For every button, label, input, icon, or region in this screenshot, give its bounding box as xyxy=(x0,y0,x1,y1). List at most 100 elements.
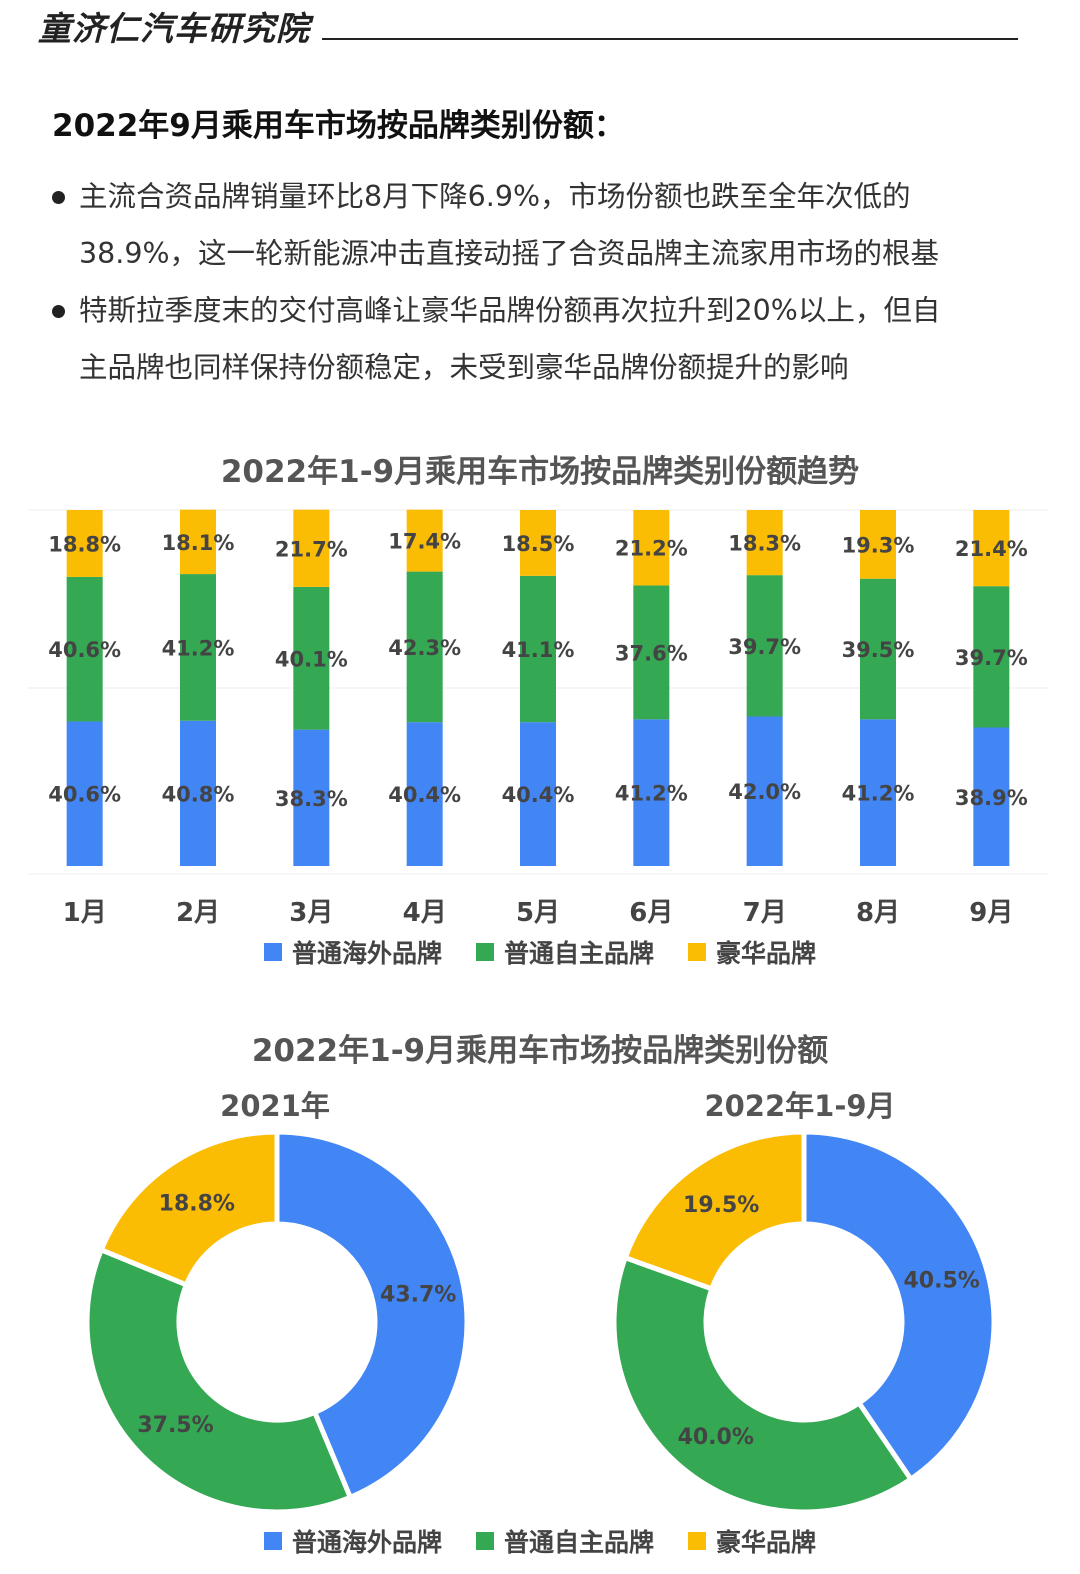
data-label: 41.1% xyxy=(502,638,575,662)
donut-slice xyxy=(274,1129,470,1501)
data-label: 41.2% xyxy=(162,636,235,660)
bullet-list: 主流合资品牌销量环比8月下降6.9%，市场份额也跌至全年次低的 38.9%，这一… xyxy=(52,168,1042,396)
bar-segment xyxy=(520,575,556,723)
donut-slice xyxy=(611,1254,915,1515)
data-label: 42.3% xyxy=(388,636,461,660)
x-tick-label: 9月 xyxy=(969,898,1013,928)
bullet-dot-icon xyxy=(52,191,65,204)
donut-charts: 43.7% 37.5% 18.8% 40.5% 40.0% 19.5% xyxy=(84,1129,997,1515)
donut-slice xyxy=(97,1129,280,1289)
legend-label: 豪华品牌 xyxy=(716,939,817,968)
data-label: 38.3% xyxy=(275,787,348,811)
legend-label: 普通自主品牌 xyxy=(503,939,654,968)
bar-segment xyxy=(860,578,896,720)
donut-slice xyxy=(622,1129,807,1293)
data-label: 38.9% xyxy=(955,786,1028,810)
data-label: 40.4% xyxy=(388,783,461,807)
bullet-item: 特斯拉季度末的交付高峰让豪华品牌份额再次拉升到20%以上，但自 主品牌也同样保持… xyxy=(52,282,1042,396)
bar-segment xyxy=(973,586,1010,728)
data-label: 39.7% xyxy=(955,646,1028,670)
legend-item: 豪华品牌 xyxy=(688,1523,816,1559)
slice-label: 43.7% xyxy=(380,1283,456,1308)
legend-swatch xyxy=(688,943,706,961)
slice-label: 40.5% xyxy=(903,1269,979,1294)
x-tick-label: 6月 xyxy=(629,898,673,928)
bar-segment xyxy=(860,510,896,579)
bar-segment xyxy=(860,719,896,866)
data-label: 17.4% xyxy=(388,530,461,554)
data-label: 40.1% xyxy=(275,647,348,671)
legend-item: 普通自主品牌 xyxy=(475,1523,654,1559)
legend-label: 豪华品牌 xyxy=(716,1528,817,1557)
bar-segment xyxy=(633,585,670,720)
slice-label: 40.0% xyxy=(678,1425,754,1450)
bar-segment xyxy=(406,571,443,723)
bar-segment xyxy=(66,576,103,722)
donut-chart-title: 2022年1-9月乘用车市场按品牌类别份额 xyxy=(251,1033,829,1069)
bar-segment xyxy=(520,722,556,866)
data-label: 39.7% xyxy=(728,635,801,659)
data-label: 40.6% xyxy=(48,783,121,807)
x-tick-label: 7月 xyxy=(743,898,787,928)
data-label: 21.2% xyxy=(615,537,688,561)
legend-item: 普通海外品牌 xyxy=(263,1523,442,1559)
bar-segment xyxy=(180,720,216,866)
bar-segment xyxy=(746,716,783,866)
donut-title-2021: 2021年 xyxy=(220,1089,330,1123)
x-tick-label: 2月 xyxy=(176,898,220,928)
bar-segment xyxy=(633,510,670,586)
bar-chart-legend: 普通海外品牌 普通自主品牌 豪华品牌 xyxy=(0,934,1080,970)
section-title: 2022年9月乘用车市场按品牌类别份额： xyxy=(52,108,625,144)
legend-item: 普通海外品牌 xyxy=(263,934,442,970)
x-tick-label: 4月 xyxy=(403,898,447,928)
legend-swatch xyxy=(688,1532,706,1550)
bar-segment xyxy=(406,509,443,572)
data-label: 19.3% xyxy=(842,533,915,557)
header-divider xyxy=(322,38,1018,40)
data-label: 41.2% xyxy=(615,782,688,806)
donut-title-2022: 2022年1-9月 xyxy=(704,1089,896,1123)
legend-swatch xyxy=(475,1532,494,1550)
legend-item: 普通自主品牌 xyxy=(475,934,654,970)
slice-label: 18.8% xyxy=(159,1191,235,1216)
bullet-text-line: 特斯拉季度末的交付高峰让豪华品牌份额再次拉升到20%以上，但自 xyxy=(79,294,941,327)
donut-slice xyxy=(801,1129,997,1483)
bar-segment xyxy=(746,575,783,717)
slice-label: 19.5% xyxy=(683,1193,759,1218)
data-label: 21.4% xyxy=(955,537,1028,561)
brand-logo: 童济仁汽车研究院 xyxy=(38,9,310,48)
x-tick-label: 3月 xyxy=(289,898,333,928)
data-label: 21.7% xyxy=(275,537,348,561)
legend-label: 普通自主品牌 xyxy=(503,1528,654,1557)
legend-label: 普通海外品牌 xyxy=(291,1528,442,1557)
x-tick-label: 8月 xyxy=(856,898,900,928)
data-label: 37.6% xyxy=(615,641,688,665)
bar-segment xyxy=(746,510,783,576)
bullet-text-line: 主品牌也同样保持份额稳定，未受到豪华品牌份额提升的影响 xyxy=(79,351,849,384)
x-tick-label: 5月 xyxy=(516,898,560,928)
legend-label: 普通海外品牌 xyxy=(291,939,442,968)
bar-segment xyxy=(180,574,216,721)
bullet-item: 主流合资品牌销量环比8月下降6.9%，市场份额也跌至全年次低的 38.9%，这一… xyxy=(52,168,1042,282)
donut-chart-legend: 普通海外品牌 普通自主品牌 豪华品牌 xyxy=(0,1523,1080,1559)
x-tick-label: 1月 xyxy=(63,898,107,928)
data-label: 39.5% xyxy=(842,638,915,662)
bar-segment xyxy=(406,722,443,866)
bullet-text-line: 38.9%，这一轮新能源冲击直接动摇了合资品牌主流家用市场的根基 xyxy=(79,237,940,270)
data-label: 40.4% xyxy=(502,783,575,807)
bar-segment xyxy=(180,509,216,575)
bar-segment xyxy=(973,727,1010,866)
stacked-bar-chart: 40.6% 40.6% 18.8% 1月 40.8% 41.2% 18.1% 2月 38.3% 4… xyxy=(28,509,1048,928)
bar-segment xyxy=(66,721,103,866)
data-label: 18.8% xyxy=(48,532,121,556)
data-label: 18.5% xyxy=(502,532,575,556)
data-label: 40.8% xyxy=(162,782,235,806)
bar-segment xyxy=(973,510,1010,587)
data-label: 18.3% xyxy=(728,532,801,556)
legend-swatch xyxy=(475,943,494,961)
bar-chart-title: 2022年1-9月乘用车市场按品牌类别份额趋势 xyxy=(220,454,860,490)
bar-segment xyxy=(520,510,556,576)
bullet-dot-icon xyxy=(52,305,65,318)
bar-segment xyxy=(66,510,103,577)
data-label: 40.6% xyxy=(48,638,121,662)
